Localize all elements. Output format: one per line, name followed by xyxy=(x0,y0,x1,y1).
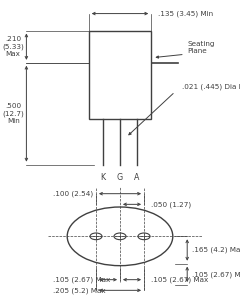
Text: .105 (2.67) Max: .105 (2.67) Max xyxy=(151,276,209,283)
Text: .105 (2.67) Max: .105 (2.67) Max xyxy=(192,271,240,278)
Text: .165 (4.2) Max: .165 (4.2) Max xyxy=(192,247,240,253)
Text: .100 (2.54): .100 (2.54) xyxy=(53,190,93,197)
Text: Seating
Plane: Seating Plane xyxy=(187,41,215,54)
Text: .210
(5.33)
Max: .210 (5.33) Max xyxy=(2,36,24,57)
Text: A: A xyxy=(134,173,139,182)
Text: .500
(12.7)
Min: .500 (12.7) Min xyxy=(2,103,24,124)
Text: .105 (2.67) Max: .105 (2.67) Max xyxy=(53,276,110,283)
Text: G: G xyxy=(117,173,123,182)
Text: .135 (3.45) Min: .135 (3.45) Min xyxy=(158,10,214,17)
Text: K: K xyxy=(101,173,106,182)
Text: .021 (.445) Dia Max: .021 (.445) Dia Max xyxy=(182,83,240,90)
Text: .050 (1.27): .050 (1.27) xyxy=(151,201,191,208)
Text: .205 (5.2) Max: .205 (5.2) Max xyxy=(53,287,105,294)
Bar xyxy=(89,31,151,119)
